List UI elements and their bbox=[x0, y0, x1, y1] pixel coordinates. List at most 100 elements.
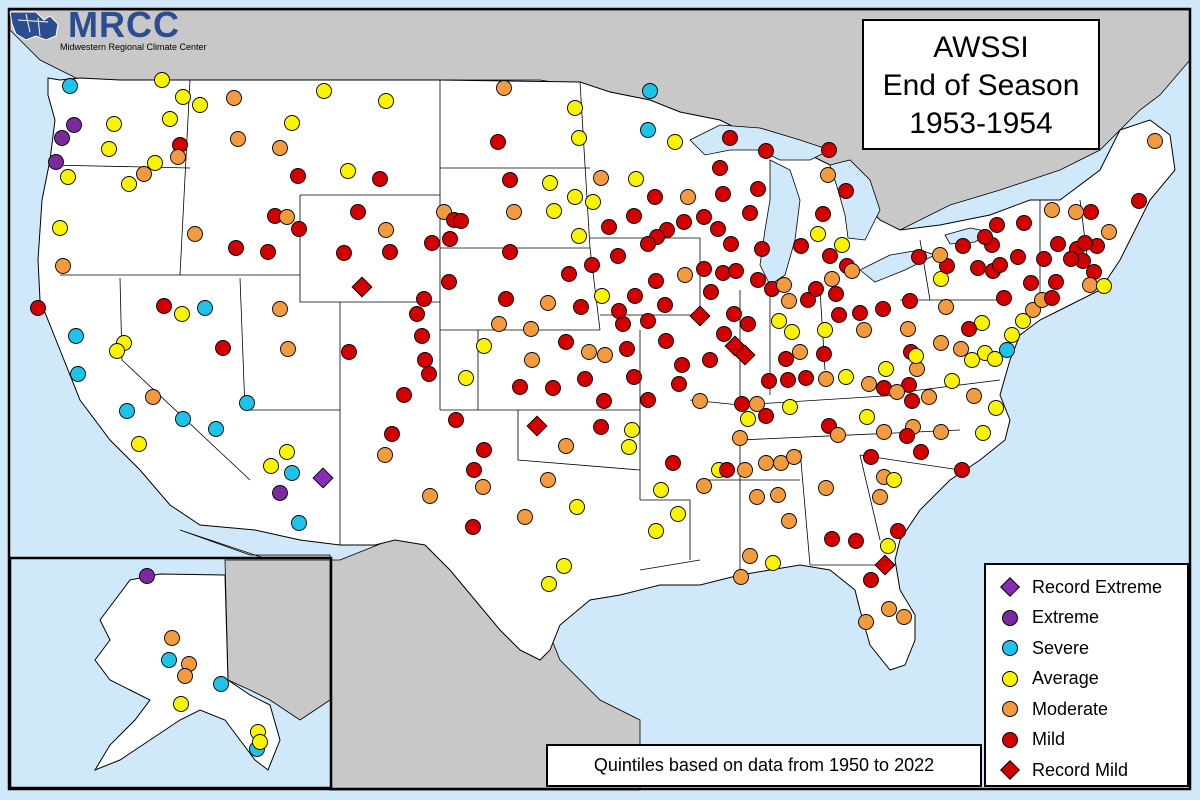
station-marker-average bbox=[782, 399, 798, 415]
station-marker-mild bbox=[989, 217, 1005, 233]
legend-label: Mild bbox=[1032, 729, 1066, 749]
station-marker-average bbox=[340, 163, 356, 179]
station-marker-mild bbox=[671, 376, 687, 392]
station-marker-moderate bbox=[523, 321, 539, 337]
station-marker-average bbox=[624, 422, 640, 438]
station-marker-moderate bbox=[938, 299, 954, 315]
station-marker-mild bbox=[441, 274, 457, 290]
station-marker-mild bbox=[726, 306, 742, 322]
station-marker-mild bbox=[838, 183, 854, 199]
station-marker-mild bbox=[442, 231, 458, 247]
station-marker-moderate bbox=[792, 344, 808, 360]
legend: Record Extreme Extreme Severe Average Modera… bbox=[984, 563, 1189, 787]
station-marker-mild bbox=[902, 293, 918, 309]
station-marker-moderate bbox=[933, 335, 949, 351]
station-marker-mild bbox=[372, 171, 388, 187]
station-marker-mild bbox=[640, 313, 656, 329]
station-marker-moderate bbox=[824, 271, 840, 287]
station-marker-moderate bbox=[55, 258, 71, 274]
station-marker-mild bbox=[740, 316, 756, 332]
station-marker-mild bbox=[716, 326, 732, 342]
station-marker-moderate bbox=[170, 149, 186, 165]
station-marker-mild bbox=[955, 238, 971, 254]
station-marker-moderate bbox=[732, 430, 748, 446]
map-border bbox=[7, 7, 1192, 791]
station-marker-mild bbox=[715, 265, 731, 281]
station-marker-average bbox=[1096, 278, 1112, 294]
station-marker-moderate bbox=[677, 267, 693, 283]
station-marker-moderate bbox=[921, 389, 937, 405]
station-marker-mild bbox=[715, 186, 731, 202]
legend-item-record-mild: Record Mild bbox=[1000, 755, 1128, 785]
station-marker-mild bbox=[911, 249, 927, 265]
title-box: AWSSI End of Season 1953-1954 bbox=[862, 19, 1100, 150]
station-marker-average bbox=[279, 444, 295, 460]
station-marker-mild bbox=[640, 236, 656, 252]
station-marker-mild bbox=[703, 284, 719, 300]
station-marker-moderate bbox=[733, 569, 749, 585]
station-marker-moderate bbox=[858, 614, 874, 630]
station-marker-mild bbox=[558, 334, 574, 350]
station-marker-average bbox=[147, 155, 163, 171]
station-marker-mild bbox=[828, 286, 844, 302]
station-marker-mild bbox=[584, 257, 600, 273]
station-marker-mild bbox=[890, 523, 906, 539]
station-marker-mild bbox=[414, 328, 430, 344]
station-marker-mild bbox=[852, 305, 868, 321]
legend-item-severe: Severe bbox=[1000, 633, 1089, 663]
station-marker-moderate bbox=[558, 438, 574, 454]
legend-item-extreme: Extreme bbox=[1000, 603, 1099, 633]
station-marker-moderate bbox=[742, 548, 758, 564]
legend-label: Severe bbox=[1032, 637, 1090, 658]
station-marker-severe bbox=[161, 652, 177, 668]
station-marker-moderate bbox=[540, 295, 556, 311]
station-marker-mild bbox=[961, 321, 977, 337]
station-marker-mild bbox=[800, 292, 816, 308]
station-marker-moderate bbox=[496, 80, 512, 96]
station-marker-severe bbox=[119, 403, 135, 419]
station-marker-mild bbox=[734, 396, 750, 412]
station-marker-mild bbox=[648, 273, 664, 289]
station-marker-average bbox=[263, 458, 279, 474]
station-marker-average bbox=[628, 171, 644, 187]
station-marker-severe bbox=[999, 342, 1015, 358]
station-marker-moderate bbox=[818, 371, 834, 387]
station-marker-average bbox=[541, 576, 557, 592]
station-marker-mild bbox=[476, 442, 492, 458]
station-marker-moderate bbox=[378, 222, 394, 238]
station-marker-moderate bbox=[597, 347, 613, 363]
legend-label: Average bbox=[1032, 668, 1099, 688]
station-marker-average bbox=[771, 313, 787, 329]
station-marker-mild bbox=[1131, 193, 1147, 209]
mrcc-logo-name: MRCC bbox=[68, 4, 180, 45]
station-marker-average bbox=[173, 696, 189, 712]
station-marker-mild bbox=[798, 370, 814, 386]
station-marker-moderate bbox=[1068, 204, 1084, 220]
station-marker-mild bbox=[1023, 275, 1039, 291]
station-marker-mild bbox=[899, 428, 915, 444]
station-marker-mild bbox=[640, 392, 656, 408]
station-marker-moderate bbox=[1025, 302, 1041, 318]
legend-item-average: Average bbox=[1000, 664, 1099, 694]
station-marker-mild bbox=[954, 462, 970, 478]
station-marker-mild bbox=[626, 369, 642, 385]
station-marker-mild bbox=[215, 340, 231, 356]
diamond-marker-icon bbox=[1000, 577, 1020, 597]
station-marker-moderate bbox=[524, 352, 540, 368]
station-marker-mild bbox=[1063, 251, 1079, 267]
station-marker-moderate bbox=[818, 480, 834, 496]
station-marker-average bbox=[556, 558, 572, 574]
station-marker-severe bbox=[68, 328, 84, 344]
station-marker-mild bbox=[824, 531, 840, 547]
station-marker-moderate bbox=[136, 166, 152, 182]
station-marker-mild bbox=[156, 298, 172, 314]
station-marker-moderate bbox=[1044, 202, 1060, 218]
station-marker-moderate bbox=[177, 668, 193, 684]
station-marker-mild bbox=[396, 387, 412, 403]
station-marker-average bbox=[476, 338, 492, 354]
station-marker-mild bbox=[901, 377, 917, 393]
station-marker-extreme bbox=[139, 568, 155, 584]
station-marker-mild bbox=[1036, 251, 1052, 267]
station-marker-moderate bbox=[889, 384, 905, 400]
station-marker-moderate bbox=[1147, 133, 1163, 149]
